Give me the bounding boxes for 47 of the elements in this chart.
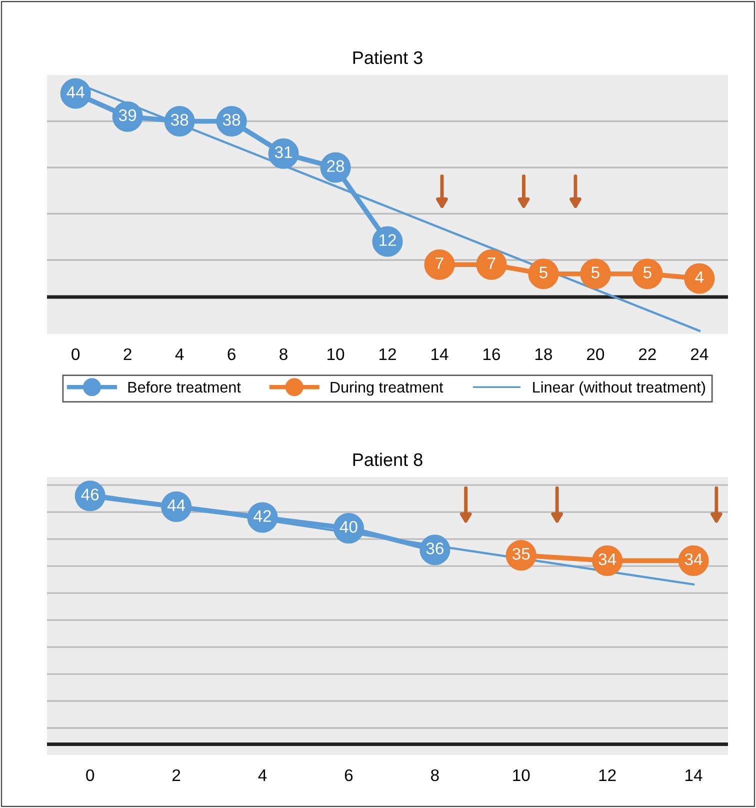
x-tick-label: 18 (535, 348, 552, 360)
x-tick-label: 6 (228, 348, 236, 360)
x-tick-label: 4 (175, 348, 184, 360)
x-tick-label: 16 (483, 348, 500, 360)
data-label: 34 (598, 553, 616, 566)
data-label: 42 (254, 510, 271, 522)
x-tick-label: 4 (258, 770, 267, 781)
legend-label: Before treatment (128, 381, 241, 393)
data-label: 40 (340, 520, 358, 533)
x-tick-label: 10 (513, 769, 530, 782)
data-label: 7 (436, 257, 444, 269)
x-tick-label: 8 (280, 348, 288, 360)
data-label: 28 (327, 160, 344, 172)
data-label: 44 (167, 500, 186, 511)
data-label: 12 (380, 234, 396, 246)
chart-title: Patient 3 (353, 50, 422, 64)
x-tick-label: 12 (599, 769, 616, 781)
data-label: 7 (488, 257, 496, 269)
data-label: 34 (684, 553, 702, 566)
x-tick-label: 14 (431, 348, 448, 360)
chart-title: Patient 8 (353, 452, 422, 466)
legend-label: Linear (without treatment) (533, 381, 706, 396)
x-tick-label: 0 (86, 769, 94, 782)
x-tick-label: 6 (344, 769, 353, 782)
x-tick-label: 2 (124, 348, 132, 360)
data-label: 38 (170, 114, 188, 126)
data-label: 35 (512, 548, 530, 560)
data-label: 39 (118, 109, 136, 122)
x-tick-label: 10 (328, 348, 344, 360)
x-tick-label: 24 (690, 348, 708, 360)
data-label: 5 (591, 266, 600, 278)
data-label: 46 (81, 488, 99, 500)
data-label: 36 (426, 542, 444, 554)
legend-label: During treatment (330, 381, 444, 396)
data-label: 5 (539, 266, 548, 278)
data-label: 31 (274, 146, 292, 158)
x-tick-label: 14 (686, 770, 702, 781)
data-label: 4 (695, 271, 704, 283)
x-tick-label: 22 (638, 348, 656, 360)
data-label: 44 (66, 86, 84, 98)
x-tick-label: 8 (431, 769, 439, 782)
x-tick-label: 0 (72, 348, 80, 360)
x-tick-label: 20 (587, 348, 604, 360)
data-label: 38 (222, 114, 240, 126)
data-label: 5 (643, 266, 652, 278)
x-tick-label: 12 (380, 348, 396, 360)
x-tick-label: 2 (172, 769, 180, 781)
